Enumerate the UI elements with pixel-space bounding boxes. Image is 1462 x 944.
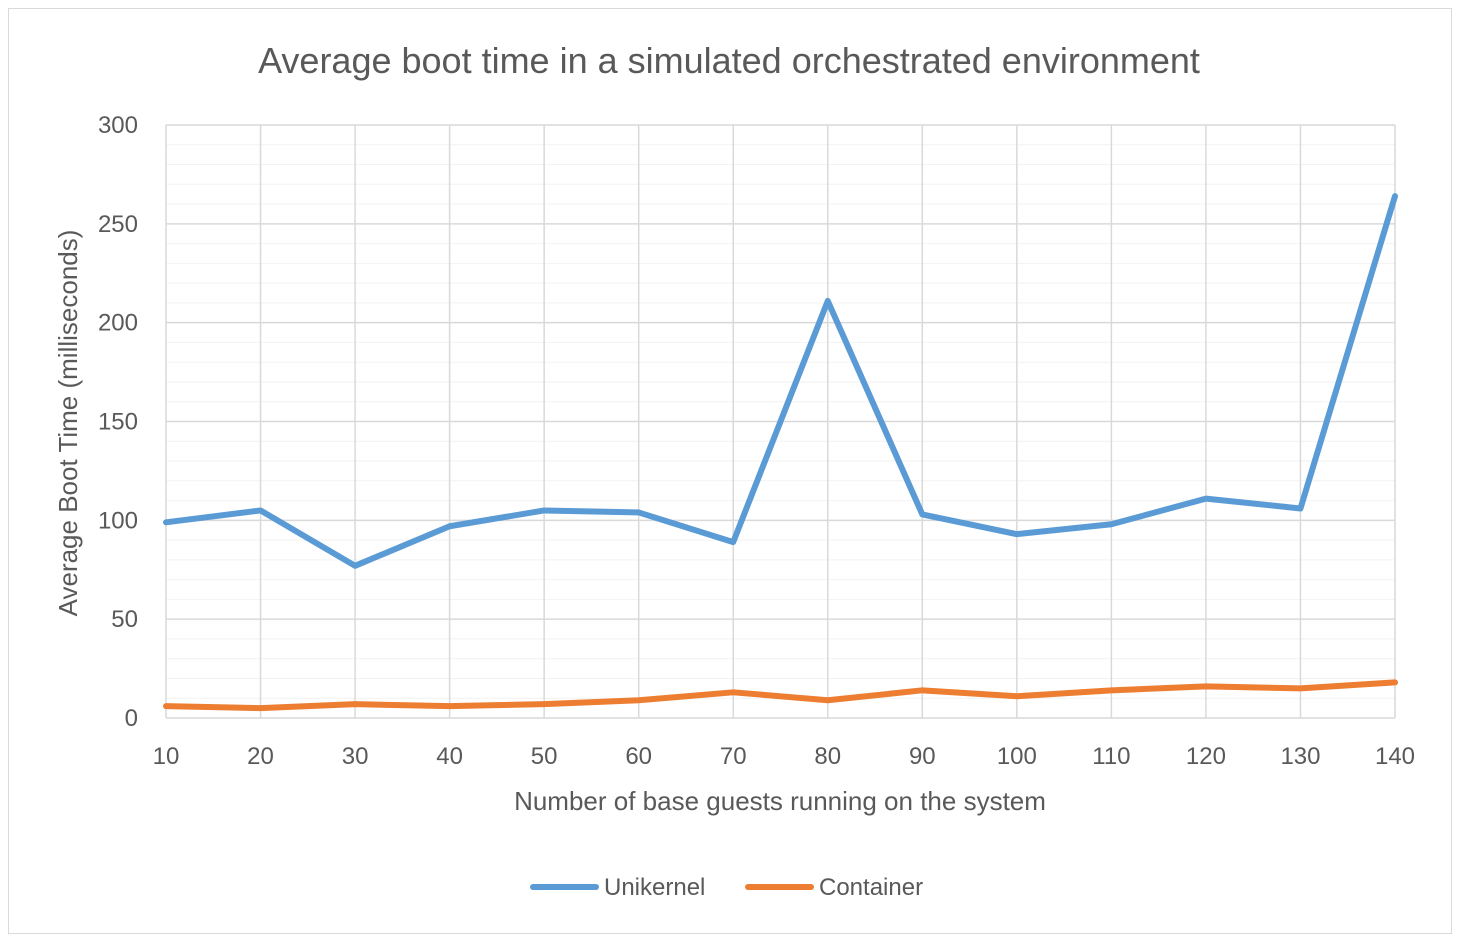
x-tick-label: 120 — [1186, 743, 1226, 770]
x-tick-label: 60 — [625, 743, 652, 770]
y-tick-label: 150 — [98, 409, 138, 436]
y-tick-label: 300 — [98, 112, 138, 139]
x-axis-ticks: 10 20 30 40 50 60 70 80 90 100 110 120 130 140 — [153, 743, 1415, 770]
y-tick-label: 200 — [98, 310, 138, 337]
x-tick-label: 130 — [1280, 743, 1320, 770]
chart-title: Average boot time in a simulated orchest… — [258, 40, 1200, 81]
x-tick-label: 100 — [997, 743, 1037, 770]
legend: Unikernel Container — [530, 874, 923, 901]
x-tick-label: 10 — [153, 743, 180, 770]
x-tick-label: 70 — [720, 743, 747, 770]
y-tick-label: 0 — [125, 705, 138, 732]
x-tick-label: 90 — [909, 743, 936, 770]
chart-frame — [8, 8, 1452, 934]
series-line-container — [163, 679, 1398, 712]
x-tick-label: 110 — [1092, 743, 1130, 770]
series-lines — [163, 193, 1398, 712]
x-tick-label: 80 — [814, 743, 841, 770]
y-axis-title: Average Boot Time (milliseconds) — [53, 230, 83, 617]
major-gridlines — [165, 124, 1396, 719]
y-tick-label: 50 — [111, 606, 138, 633]
x-tick-label: 20 — [247, 743, 274, 770]
minor-gridlines — [166, 144, 1395, 699]
y-tick-label: 100 — [98, 507, 138, 534]
x-tick-label: 40 — [436, 743, 463, 770]
legend-label-unikernel: Unikernel — [604, 874, 705, 901]
y-axis-ticks: 0 50 100 150 200 250 300 — [98, 112, 138, 732]
y-tick-label: 250 — [98, 211, 138, 238]
series-line-unikernel — [163, 193, 1398, 569]
x-tick-label: 140 — [1375, 743, 1415, 770]
x-tick-label: 30 — [342, 743, 369, 770]
x-axis-title: Number of base guests running on the sys… — [514, 786, 1046, 816]
legend-label-container: Container — [819, 874, 923, 901]
x-tick-label: 50 — [531, 743, 558, 770]
